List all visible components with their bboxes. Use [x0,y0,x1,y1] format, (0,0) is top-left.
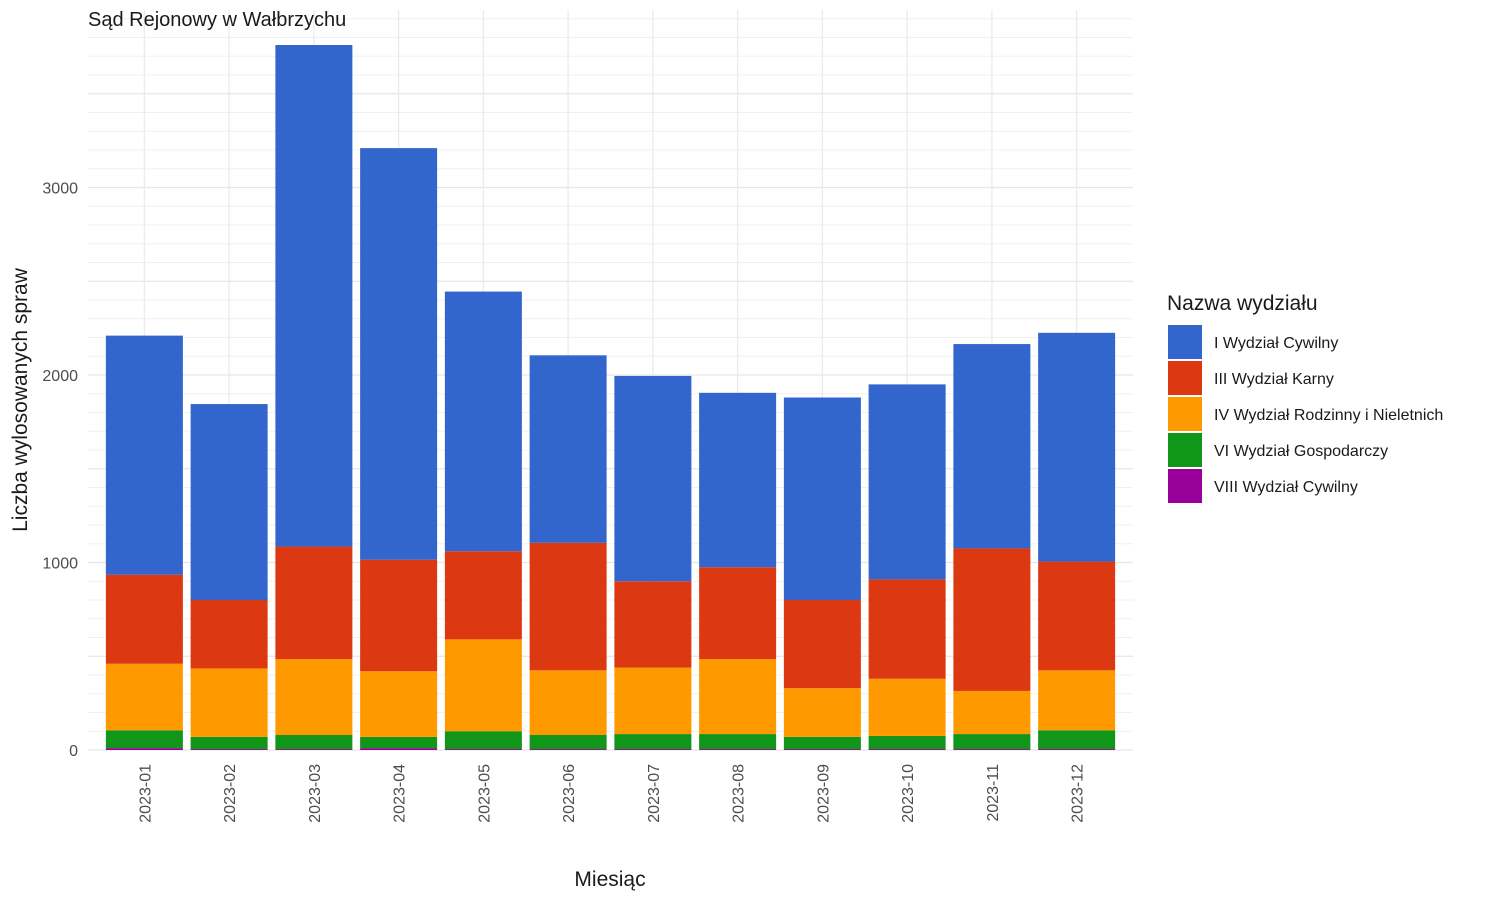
bar-segment [868,384,946,580]
x-tick-label: 2023-05 [476,764,493,823]
bar-segment [529,542,607,671]
bar-segment [529,355,607,543]
bar-segment [699,734,777,750]
bar-segment [529,735,607,750]
bar-segment [868,749,946,750]
axes: Sąd Rejonowy w Wałbrzychu Miesiąc Liczba… [9,9,1087,891]
bar-segment [190,749,268,750]
bar-segment [868,735,946,750]
bar-segment [699,567,777,660]
bar-segment [360,736,438,749]
y-axis-title: Liczba wylosowanych spraw [9,267,32,532]
bar-segment [614,667,692,735]
bar-segment [699,392,777,568]
bar-segment [1038,332,1116,562]
chart-title: Sąd Rejonowy w Wałbrzychu [88,9,346,31]
x-tick-label: 2023-02 [222,764,239,823]
y-tick-label: 1000 [42,556,78,573]
legend-swatch [1168,397,1202,431]
bar-segment [105,574,183,664]
bar-segment [275,45,353,547]
bar-segment [1038,730,1116,750]
bar-segment [529,670,607,735]
bar-segment [275,546,353,660]
bar-segment [190,600,268,669]
bar-segment [360,559,438,672]
legend: Nazwa wydziału I Wydział Cywilny III Wydz… [1167,292,1443,503]
x-tick-label: 2023-08 [731,764,748,823]
bar-segment [105,730,183,749]
x-tick-label: 2023-10 [900,764,917,823]
legend-swatch [1168,469,1202,503]
bar-segment [699,749,777,750]
legend-title: Nazwa wydziału [1167,292,1318,315]
bar-segment [783,600,861,689]
bar-segment [783,749,861,750]
x-tick-label: 2023-04 [392,764,409,823]
bar-segment [783,397,861,600]
bar-segment [1038,561,1116,671]
bar-segment [105,663,183,731]
bar-segment [953,548,1031,691]
bar-segment [953,690,1031,735]
bar-segment [529,749,607,750]
legend-swatch [1168,361,1202,395]
x-tick-label: 2023-07 [646,764,663,823]
y-tick-label: 3000 [42,181,78,198]
bar-segment [868,678,946,736]
x-tick-label: 2023-11 [985,764,1002,822]
legend-label: I Wydział Cywilny [1214,335,1338,352]
bar-segment [190,736,268,750]
bar-segment [1038,670,1116,731]
bar-segment [444,731,522,750]
bar-segment [360,148,438,560]
bar-segment [699,659,777,735]
x-tick-label: 2023-06 [561,764,578,823]
x-tick-label: 2023-09 [815,764,832,823]
x-tick-label: 2023-03 [307,764,324,823]
bar-segment [190,404,268,600]
bars [105,45,1116,750]
legend-label: IV Wydział Rodzinny i Nieletnich [1214,407,1443,424]
legend-swatch [1168,325,1202,359]
legend-label: VIII Wydział Cywilny [1214,479,1358,496]
bar-segment [614,734,692,750]
bar-segment [444,551,522,640]
bar-segment [360,748,438,750]
legend-label: III Wydział Karny [1214,371,1334,388]
bar-segment [614,581,692,668]
x-axis-title: Miesiąc [574,868,645,891]
bar-segment [614,375,692,582]
bar-segment [868,579,946,679]
legend-swatch [1168,433,1202,467]
bar-segment [105,748,183,750]
bar-segment [953,344,1031,549]
bar-segment [953,734,1031,750]
bar-segment [275,735,353,750]
bar-segment [783,688,861,737]
bar-segment [275,749,353,750]
y-tick-label: 2000 [42,368,78,385]
bar-segment [190,668,268,737]
x-tick-label: 2023-01 [137,764,154,823]
y-tick-label: 0 [69,743,78,760]
bar-segment [953,749,1031,750]
bar-segment [1038,749,1116,750]
bar-segment [444,749,522,750]
bar-segment [360,671,438,737]
bar-segment [444,639,522,732]
bar-segment [614,749,692,750]
x-tick-label: 2023-12 [1070,764,1087,823]
bar-segment [783,736,861,750]
bar-segment [444,291,522,552]
bar-segment [275,659,353,735]
legend-label: VI Wydział Gospodarczy [1214,443,1388,460]
bar-segment [105,335,183,575]
